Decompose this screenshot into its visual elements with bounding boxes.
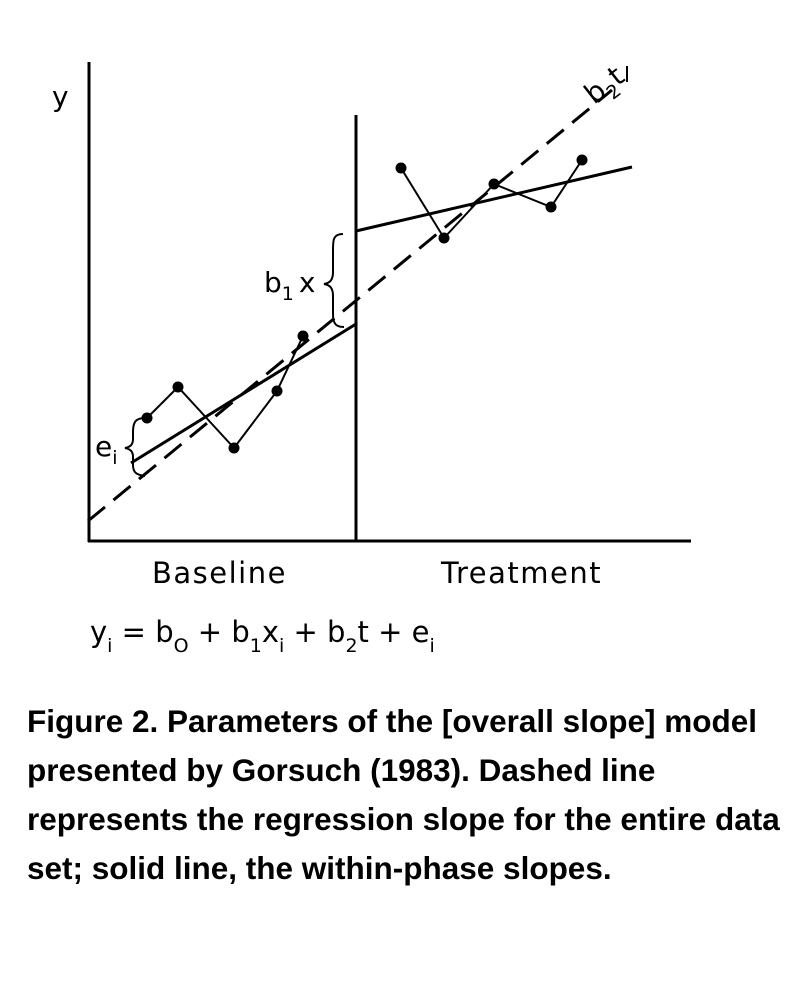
ei-brace	[124, 417, 146, 477]
y-axis-label: y	[52, 80, 69, 113]
data-point	[576, 154, 588, 166]
data-point	[228, 442, 240, 454]
baseline-slope-line	[130, 322, 357, 465]
data-point	[545, 201, 557, 213]
data-point	[172, 381, 184, 393]
b1x-brace	[323, 233, 345, 328]
gorsuch-diagram: y b1 x ei b2t Baseline Treatment yi = bO …	[52, 59, 691, 657]
baseline-label: Baseline	[152, 556, 287, 590]
data-point	[488, 178, 500, 190]
figure-caption: Figure 2. Parameters of the [overall slo…	[27, 703, 780, 886]
data-point	[297, 330, 309, 342]
data-point	[271, 385, 283, 397]
treatment-slope-line	[355, 165, 633, 233]
overall-regression-dashed-line	[87, 88, 613, 523]
b2t-label: b2t	[578, 59, 634, 115]
data-point	[141, 412, 153, 424]
data-point	[438, 232, 450, 244]
data-point	[395, 162, 407, 174]
b1x-label: b1 x	[264, 266, 315, 305]
ei-label: ei	[95, 430, 118, 469]
treatment-label: Treatment	[440, 556, 602, 590]
model-equation: yi = bO + b1xi + b2t + ei	[90, 615, 435, 657]
